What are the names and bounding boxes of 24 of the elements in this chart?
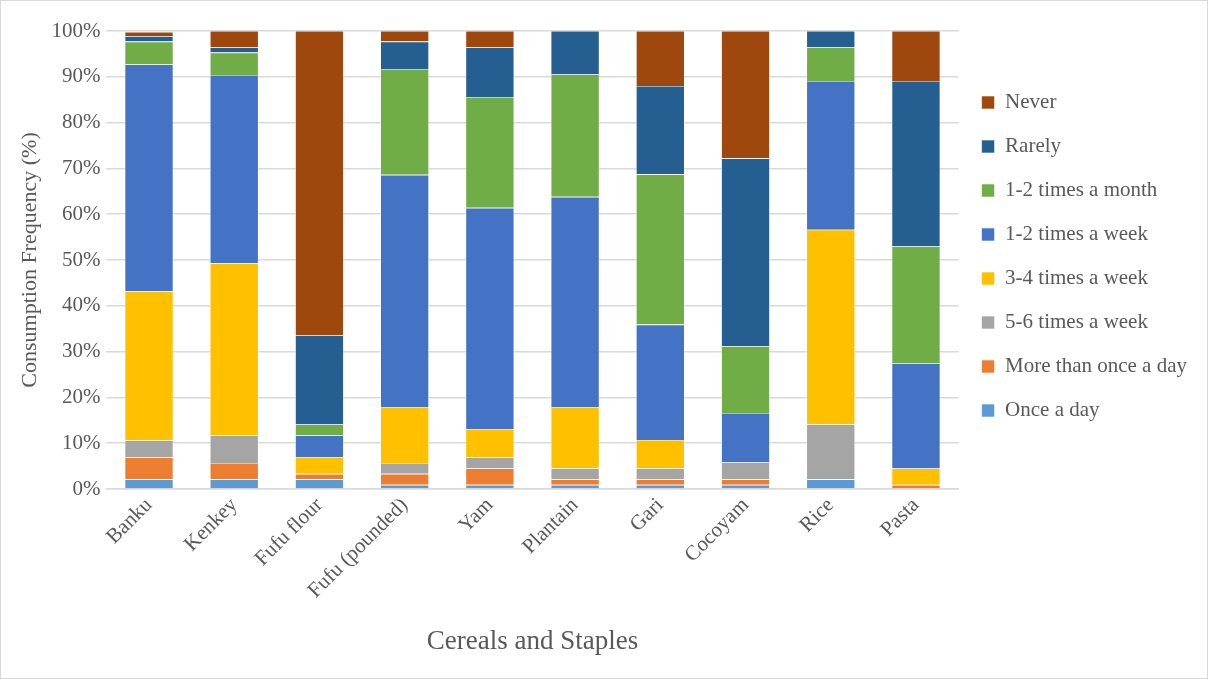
- legend-label: Never: [1005, 89, 1057, 114]
- x-tick-label: Rice: [794, 492, 839, 537]
- y-tick-label: 30%: [61, 338, 101, 363]
- y-tick-label: 10%: [61, 429, 101, 454]
- y-tick-label: 60%: [61, 200, 101, 225]
- y-tick-label: 100%: [51, 17, 101, 42]
- legend-label: Once a day: [1005, 397, 1101, 422]
- y-tick-label: 40%: [61, 292, 101, 317]
- x-tick-label: Yam: [452, 492, 498, 537]
- legend-label: 1-2 times a week: [1005, 221, 1149, 246]
- y-tick-label: 70%: [61, 154, 101, 179]
- y-tick-label: 50%: [61, 246, 101, 271]
- y-tick-label: 20%: [61, 383, 101, 408]
- legend-label: 5-6 times a week: [1005, 309, 1149, 334]
- y-tick-label: 80%: [61, 109, 101, 134]
- legend-label: 3-4 times a week: [1005, 265, 1149, 290]
- y-tick-label: 90%: [61, 63, 101, 88]
- legend-label: Rarely: [1005, 133, 1062, 158]
- x-axis-title: Cereals and Staples: [426, 624, 639, 655]
- y-axis-title: Consumption Frequency (%): [15, 132, 41, 388]
- legend-label: 1-2 times a month: [1005, 177, 1158, 202]
- legend-label: More than once a day: [1005, 353, 1188, 378]
- y-tick-label: 0%: [72, 475, 101, 500]
- x-tick-label: Gari: [624, 492, 668, 536]
